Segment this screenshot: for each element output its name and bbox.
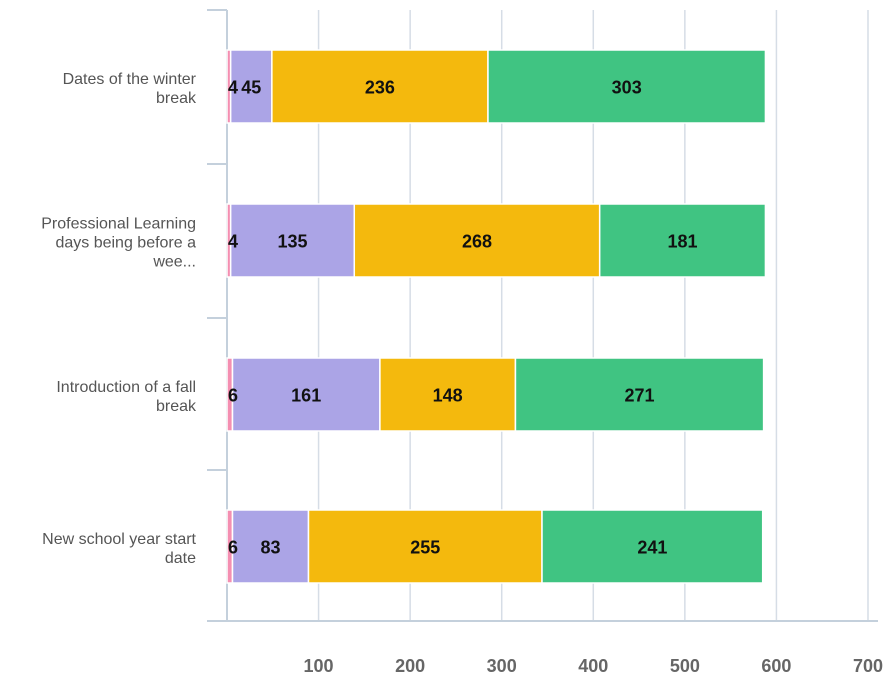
category-label-line: break [156, 398, 197, 415]
axes: 100 200 300 400 500 600 700 [207, 9, 883, 676]
x-tick-label: 400 [578, 656, 608, 676]
data-label: 148 [433, 386, 463, 406]
data-label: 161 [291, 386, 321, 406]
data-label: 45 [241, 78, 261, 98]
bar-segment [231, 509, 310, 584]
x-tick-label: 200 [395, 656, 425, 676]
x-tick-label: 300 [487, 656, 517, 676]
bar-segment [353, 203, 601, 278]
category-label-line: Professional Learning [41, 216, 196, 233]
category-label: Professional Learning days being before a… [41, 216, 196, 271]
data-label: 6 [228, 386, 238, 406]
bar-segment [229, 203, 356, 278]
category-label-line: Dates of the winter [63, 71, 197, 88]
data-label: 181 [668, 232, 698, 252]
data-label: 303 [612, 78, 642, 98]
category-label-line: wee... [152, 254, 196, 271]
data-label: 255 [410, 538, 440, 558]
category-label-line: break [156, 90, 197, 107]
category-label: Dates of the winter break [63, 71, 197, 107]
category-label-line: days being before a [55, 235, 196, 252]
x-tick-label: 100 [304, 656, 334, 676]
category-label-line: New school year start [42, 531, 196, 548]
bar-segment [307, 509, 543, 584]
labels: Dates of the winter break Professional Lea… [41, 71, 697, 567]
bar-segment [598, 203, 767, 278]
bars [226, 49, 767, 584]
data-label: 83 [260, 538, 280, 558]
bar-segment [229, 49, 273, 124]
category-label: Introduction of a fall break [56, 379, 197, 415]
data-label: 135 [277, 232, 307, 252]
category-label-line: Introduction of a fall [56, 379, 196, 396]
x-tick-label: 500 [670, 656, 700, 676]
bar-segment [514, 357, 765, 432]
data-label: 236 [365, 78, 395, 98]
bar-segment [487, 49, 767, 124]
bar-segment [271, 49, 489, 124]
x-tick-label: 600 [761, 656, 791, 676]
category-label-line: date [165, 550, 196, 567]
bar-segment [541, 509, 764, 584]
data-label: 241 [637, 538, 667, 558]
data-label: 6 [228, 538, 238, 558]
bar-segment [379, 357, 517, 432]
data-label: 271 [624, 386, 654, 406]
data-label: 268 [462, 232, 492, 252]
data-label: 4 [228, 78, 238, 98]
category-label: New school year start date [42, 531, 196, 567]
x-tick-label: 700 [853, 656, 883, 676]
data-label: 4 [228, 232, 238, 252]
